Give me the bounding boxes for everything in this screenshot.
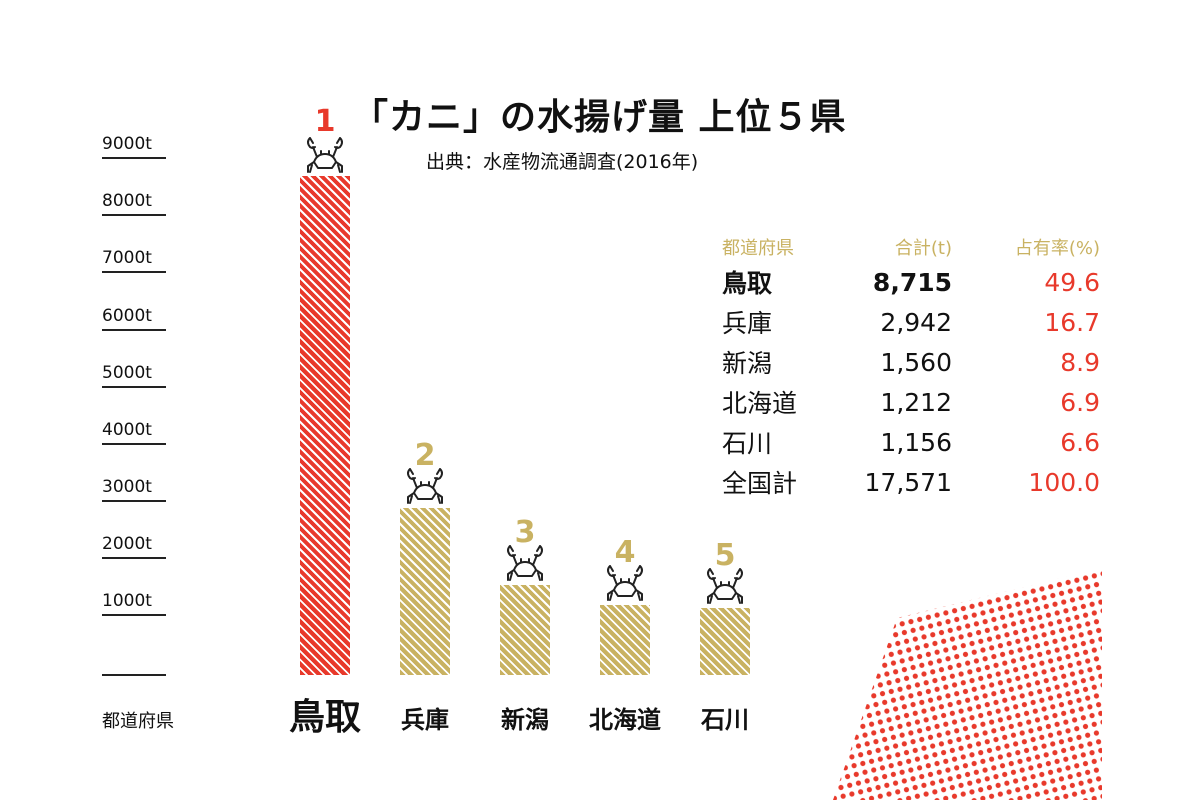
cell-total: 1,212: [880, 387, 952, 417]
table-row: 新潟 1,560 8.9: [722, 342, 1100, 382]
header-total: 合計(t): [894, 238, 952, 259]
table-row: 兵庫 2,942 16.7: [722, 302, 1100, 342]
cell-total: 2,942: [880, 307, 952, 337]
rank-number: 3: [514, 515, 536, 550]
x-axis-title: 都道府県: [102, 711, 174, 732]
header-prefecture: 都道府県: [722, 238, 794, 259]
header-share: 占有率(%): [1014, 238, 1100, 259]
bar-niigata: [500, 585, 550, 675]
table-row-total: 全国計 17,571 100.0: [722, 462, 1100, 502]
x-label-hyogo: 兵庫: [401, 706, 449, 734]
cell-share: 16.7: [1044, 307, 1100, 337]
cell-share: 49.6: [1044, 267, 1100, 297]
crab-icon: [507, 545, 543, 581]
bar-hokkaido: [600, 605, 650, 675]
data-table: 都道府県 合計(t) 占有率(%) 鳥取 8,715 49.6 兵庫 2,942…: [722, 232, 1100, 502]
crab-icon: [307, 137, 343, 173]
cell-total: 8,715: [872, 267, 952, 297]
x-label-hokkaido: 北海道: [589, 706, 661, 734]
cell-prefecture: 兵庫: [722, 309, 773, 338]
cell-prefecture: 北海道: [722, 389, 798, 418]
cell-share: 100.0: [1028, 467, 1100, 497]
table-header: 都道府県 合計(t) 占有率(%): [722, 232, 1100, 262]
y-tick: 9000t: [102, 133, 166, 159]
chart-title: 「カニ」の水揚げ量 上位５県: [352, 97, 847, 138]
crab-icon: [707, 568, 743, 604]
cell-total: 1,560: [880, 347, 952, 377]
rank-number: 5: [714, 538, 736, 573]
table-row: 石川 1,156 6.6: [722, 422, 1100, 462]
x-label-niigata: 新潟: [501, 706, 549, 734]
crab-icon: [407, 468, 443, 504]
y-tick: 8000t: [102, 190, 166, 216]
bar-tottori: [300, 176, 350, 675]
bar-ishikawa: [700, 608, 750, 675]
cell-total: 17,571: [864, 467, 952, 497]
x-label-ishikawa: 石川: [701, 706, 749, 734]
cell-share: 6.6: [1060, 427, 1100, 457]
cell-prefecture: 石川: [722, 429, 773, 458]
cell-total: 1,156: [880, 427, 952, 457]
rank-number: 4: [614, 535, 636, 570]
cell-share: 6.9: [1060, 387, 1100, 417]
bar-hyogo: [400, 508, 450, 675]
y-tick: 1000t: [102, 590, 166, 616]
chart-source: 出典：水産物流通調査(2016年): [426, 151, 699, 173]
cell-prefecture: 鳥取: [722, 269, 773, 298]
table-row: 北海道 1,212 6.9: [722, 382, 1100, 422]
cell-prefecture: 新潟: [722, 349, 773, 378]
y-tick: 5000t: [102, 362, 166, 388]
y-tick: 4000t: [102, 419, 166, 445]
rank-number: 1: [314, 104, 336, 139]
y-tick: 6000t: [102, 305, 166, 331]
cell-share: 8.9: [1060, 347, 1100, 377]
table-row: 鳥取 8,715 49.6: [722, 262, 1100, 302]
y-tick: 3000t: [102, 476, 166, 502]
x-label-tottori: 鳥取: [288, 697, 361, 738]
rank-number: 2: [414, 438, 436, 473]
y-tick: 7000t: [102, 247, 166, 273]
y-tick: 2000t: [102, 533, 166, 559]
y-axis-baseline: [102, 674, 166, 676]
crab-icon: [607, 565, 643, 601]
cell-prefecture: 全国計: [722, 469, 798, 498]
